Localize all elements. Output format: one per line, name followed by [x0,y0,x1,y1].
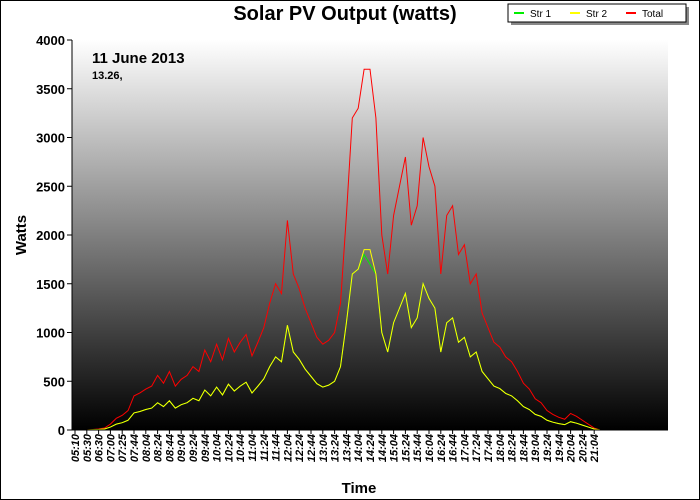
x-tick-label: 16:44 [448,434,460,462]
x-tick-label: 13:04 [318,434,330,462]
series-line [75,249,601,431]
series-line [75,68,601,431]
y-tick-label: 2500 [36,179,65,194]
y-tick-label: 1000 [36,326,65,341]
x-tick-label: 14:24 [365,434,377,462]
x-tick-label: 18:04 [495,434,507,462]
x-tick-label: 19:44 [554,434,566,462]
x-tick-label: 13:24 [330,434,342,462]
legend [507,3,687,23]
x-tick-label: 06:30 [94,433,106,462]
x-tick-label: 12:04 [282,434,294,462]
x-tick-label: 09:04 [176,434,188,462]
x-tick-label: 11:04 [247,434,259,461]
legend-label: Total [642,9,663,20]
chart-title: Solar PV Output (watts) [233,3,456,25]
x-tick-label: 15:04 [389,434,401,462]
y-tick-label: 500 [43,374,65,389]
x-tick-label: 09:44 [200,434,212,462]
legend-label: Str 2 [586,9,608,20]
x-tick-label: 15:44 [412,434,424,462]
annotation: 11 June 2013 [92,50,185,67]
y-tick-label: 1500 [36,277,65,292]
x-tick-label: 16:24 [436,434,448,462]
x-tick-label: 18:44 [518,434,530,462]
x-tick-label: 11:44 [271,434,283,461]
x-tick-label: 21:04 [589,434,601,463]
x-tick-label: 07:44 [129,434,141,462]
x-tick-label: 20:04 [566,434,578,463]
x-tick-label: 15:24 [400,434,412,462]
x-tick-label: 10:24 [223,434,235,462]
x-tick-label: 11:24 [259,434,271,461]
x-tick-label: 10:04 [212,434,224,462]
x-tick-label: 19:24 [542,434,554,462]
x-tick-label: 16:04 [424,434,436,462]
y-tick-label: 2000 [36,228,65,243]
x-axis-label: Time [342,480,377,497]
x-tick-label: 07:00 [105,433,117,462]
x-tick-label: 08:04 [141,434,153,462]
y-tick-label: 3500 [36,82,65,97]
y-tick-label: 0 [58,423,65,438]
x-tick-label: 17:44 [483,434,495,462]
x-tick-label: 14:44 [377,434,389,462]
legend-label: Str 1 [530,9,552,20]
x-tick-label: 14:04 [353,434,365,462]
x-tick-label: 12:44 [306,434,318,462]
x-tick-label: 08:44 [164,434,176,462]
x-tick-label: 05:10 [70,433,82,462]
x-tick-label: 05:30 [82,433,94,462]
x-tick-label: 09:24 [188,434,200,462]
y-tick-label: 4000 [36,33,65,48]
plot [75,68,601,431]
x-tick-label: 17:24 [471,434,483,462]
y-tick-label: 3000 [36,131,65,146]
x-tick-label: 07:25 [117,433,129,462]
y-axis-label: Watts [13,215,30,255]
x-tick-label: 18:24 [507,434,519,462]
x-tick-label: 19:04 [530,434,542,462]
x-tick-label: 08:24 [153,434,165,462]
x-tick-label: 13:44 [341,434,353,462]
x-tick-label: 10:44 [235,434,247,462]
x-tick-label: 17:04 [459,434,471,462]
plot-area [72,40,668,430]
annotation: 13.26, [92,70,123,82]
x-tick-label: 12:24 [294,434,306,462]
x-tick-label: 20:24 [577,434,589,463]
